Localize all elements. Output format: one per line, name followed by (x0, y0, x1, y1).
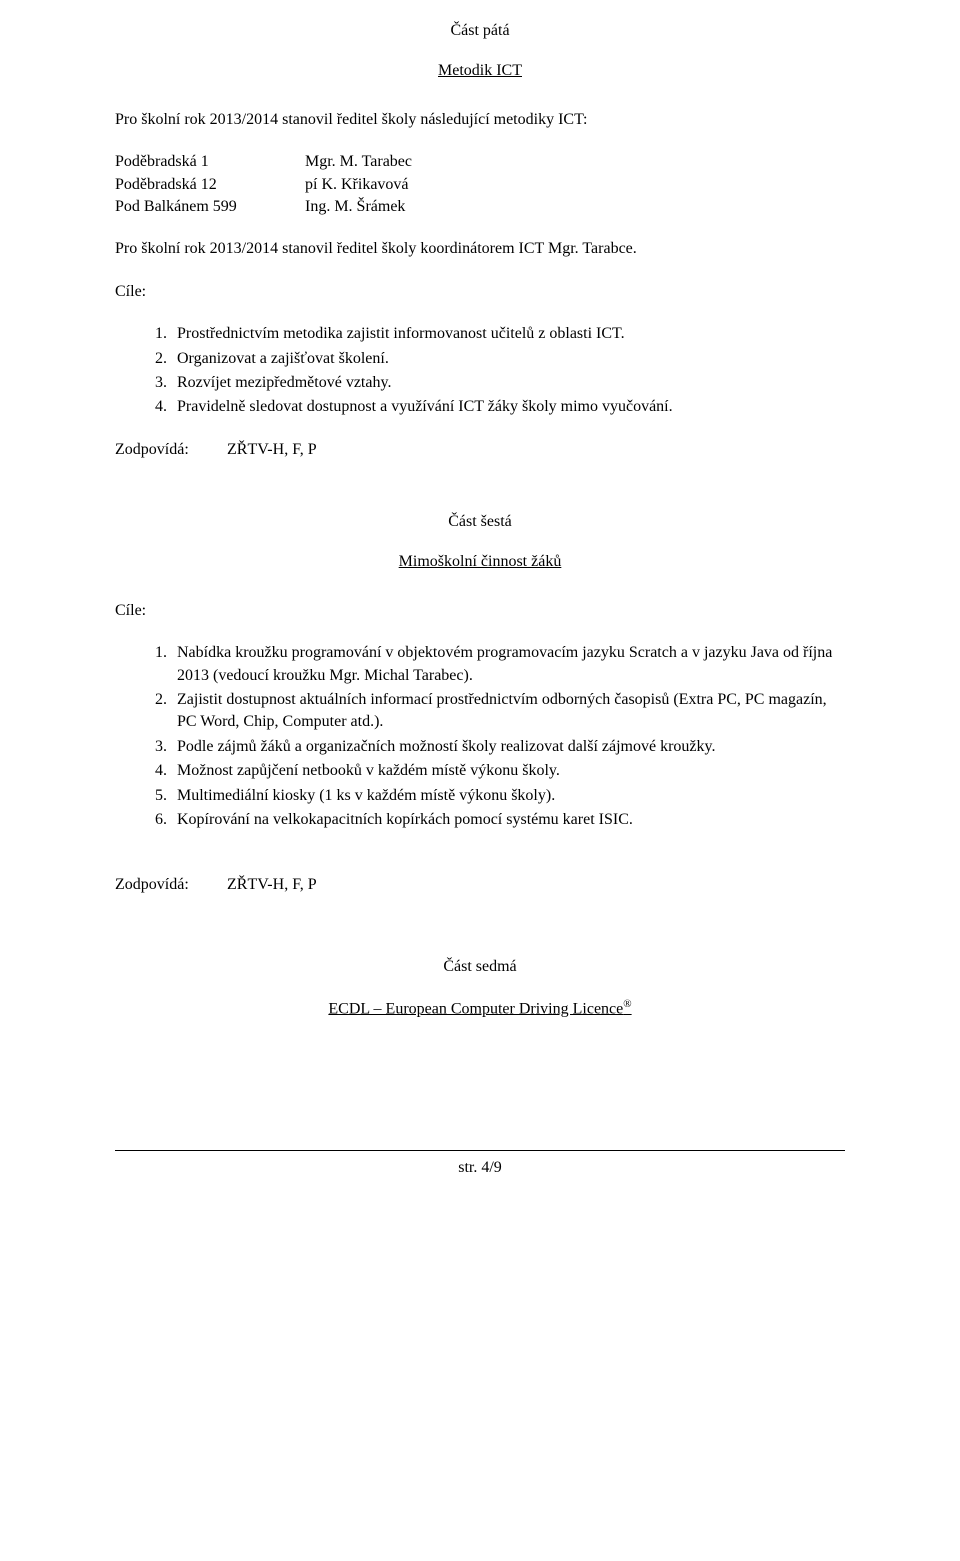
table-row: Poděbradská 12 pí K. Křikavová (115, 174, 412, 196)
responsible-label: Zodpovídá: (115, 439, 223, 461)
page-footer: str. 4/9 (115, 1157, 845, 1179)
goal-text: Nabídka kroužku programování v objektové… (177, 644, 832, 683)
personnel-name: pí K. Křikavová (305, 174, 412, 196)
section-5-subtitle: Metodik ICT (115, 60, 845, 82)
goal-text: Pravidelně sledovat dostupnost a využívá… (177, 398, 673, 415)
list-item: 6.Kopírování na velkokapacitních kopírká… (155, 809, 845, 831)
goal-text: Rozvíjet mezipředmětové vztahy. (177, 374, 391, 391)
list-item: 2.Organizovat a zajišťovat školení. (155, 348, 845, 370)
goal-text: Kopírování na velkokapacitních kopírkách… (177, 811, 633, 828)
cile-label-6: Cíle: (115, 600, 845, 622)
list-item: 4.Možnost zapůjčení netbooků v každém mí… (155, 760, 845, 782)
responsible-value: ZŘTV-H, F, P (227, 441, 317, 458)
goals-list-6: 1.Nabídka kroužku programování v objekto… (115, 642, 845, 831)
responsible-row-5: Zodpovídá: ZŘTV-H, F, P (115, 439, 845, 461)
personnel-name: Ing. M. Šrámek (305, 196, 412, 218)
personnel-name: Mgr. M. Tarabec (305, 151, 412, 173)
goal-text: Možnost zapůjčení netbooků v každém míst… (177, 762, 560, 779)
list-item: 2.Zajistit dostupnost aktuálních informa… (155, 689, 845, 734)
personnel-label: Poděbradská 1 (115, 151, 305, 173)
list-item: 1.Prostřednictvím metodika zajistit info… (155, 323, 845, 345)
list-item: 3.Podle zájmů žáků a organizačních možno… (155, 736, 845, 758)
list-item: 1.Nabídka kroužku programování v objekto… (155, 642, 845, 687)
list-item: 5.Multimediální kiosky (1 ks v každém mí… (155, 785, 845, 807)
personnel-table: Poděbradská 1 Mgr. M. Tarabec Poděbradsk… (115, 151, 412, 218)
table-row: Pod Balkánem 599 Ing. M. Šrámek (115, 196, 412, 218)
personnel-label: Pod Balkánem 599 (115, 196, 305, 218)
goal-text: Podle zájmů žáků a organizačních možnost… (177, 738, 716, 755)
responsible-row-6: Zodpovídá: ZŘTV-H, F, P (115, 874, 845, 896)
table-row: Poděbradská 1 Mgr. M. Tarabec (115, 151, 412, 173)
responsible-label: Zodpovídá: (115, 874, 223, 896)
registered-mark: ® (623, 998, 631, 1010)
section-5-note: Pro školní rok 2013/2014 stanovil ředite… (115, 238, 845, 260)
goal-text: Organizovat a zajišťovat školení. (177, 350, 389, 367)
footer-divider (115, 1150, 845, 1151)
goal-text: Multimediální kiosky (1 ks v každém míst… (177, 787, 555, 804)
subtitle-main: ECDL – European Computer Driving Licence (328, 1000, 623, 1017)
goal-text: Prostřednictvím metodika zajistit inform… (177, 325, 625, 342)
goals-list-5: 1.Prostřednictvím metodika zajistit info… (115, 323, 845, 419)
section-6-subtitle: Mimoškolní činnost žáků (115, 551, 845, 573)
list-item: 3.Rozvíjet mezipředmětové vztahy. (155, 372, 845, 394)
responsible-value: ZŘTV-H, F, P (227, 876, 317, 893)
section-6-title: Část šestá (115, 511, 845, 533)
section-5-title: Část pátá (115, 20, 845, 42)
personnel-label: Poděbradská 12 (115, 174, 305, 196)
section-7-title: Část sedmá (115, 956, 845, 978)
list-item: 4.Pravidelně sledovat dostupnost a využí… (155, 396, 845, 418)
goal-text: Zajistit dostupnost aktuálních informací… (177, 691, 827, 730)
cile-label-5: Cíle: (115, 281, 845, 303)
section-5-intro: Pro školní rok 2013/2014 stanovil ředite… (115, 109, 845, 131)
section-7-subtitle: ECDL – European Computer Driving Licence… (115, 997, 845, 1021)
